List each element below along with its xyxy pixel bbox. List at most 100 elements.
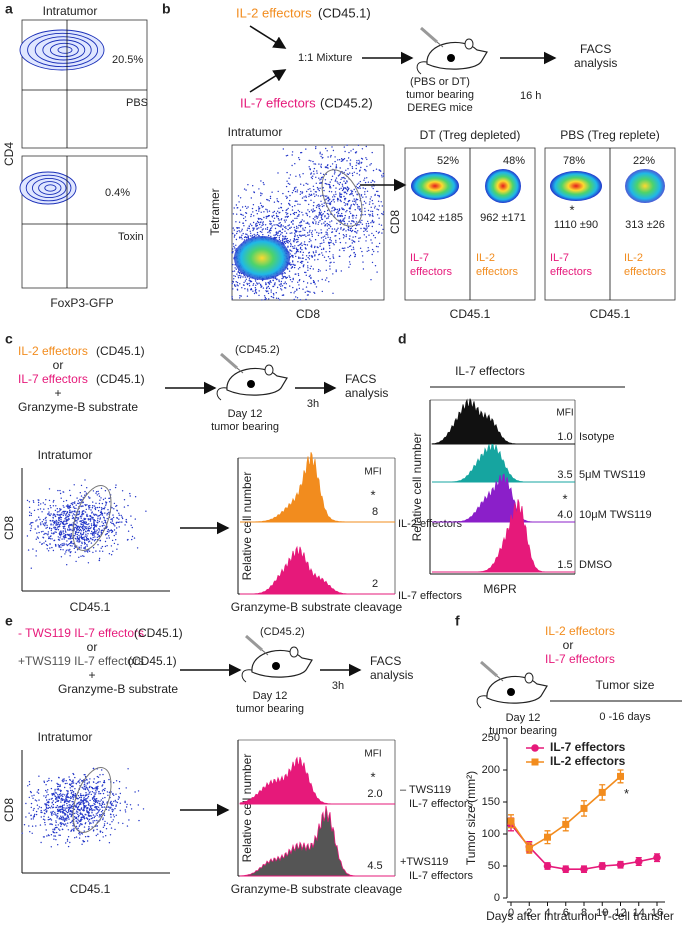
event-dot <box>60 519 62 521</box>
event-dot <box>47 794 49 796</box>
event-dot <box>297 227 299 229</box>
event-dot <box>97 534 99 536</box>
event-dot <box>233 270 236 272</box>
event-dot <box>111 804 113 806</box>
event-dot <box>71 791 73 793</box>
event-dot <box>287 228 289 231</box>
event-dot <box>335 269 337 271</box>
event-dot <box>77 822 79 824</box>
event-dot <box>349 263 351 265</box>
event-dot <box>272 285 275 288</box>
event-dot <box>96 494 99 496</box>
event-dot <box>81 538 84 540</box>
event-dot <box>284 235 286 238</box>
event-dot <box>305 286 308 288</box>
event-dot <box>365 223 368 225</box>
event-dot <box>310 199 312 201</box>
event-dot <box>316 172 318 174</box>
event-dot <box>244 276 247 278</box>
event-dot <box>378 223 380 225</box>
event-dot <box>112 804 114 807</box>
event-dot <box>30 806 32 809</box>
event-dot <box>292 277 294 280</box>
event-dot <box>274 227 277 230</box>
event-dot <box>314 219 316 221</box>
event-dot <box>68 783 71 785</box>
event-dot <box>90 817 93 820</box>
event-dot <box>50 834 53 836</box>
event-dot <box>101 802 103 804</box>
data-point <box>580 865 588 873</box>
event-dot <box>276 224 279 226</box>
event-dot <box>46 780 48 782</box>
event-dot <box>295 231 297 233</box>
event-dot <box>260 286 262 288</box>
event-dot <box>89 791 91 793</box>
event-dot <box>262 234 264 236</box>
event-dot <box>87 814 90 816</box>
event-dot <box>127 530 130 532</box>
event-dot <box>110 816 112 818</box>
tumor <box>447 54 455 62</box>
event-dot <box>312 175 314 177</box>
event-dot <box>33 807 35 810</box>
y-tick-label: 50 <box>488 860 500 872</box>
event-dot <box>87 562 90 564</box>
event-dot <box>136 547 139 549</box>
event-dot <box>94 793 96 795</box>
event-dot <box>53 526 55 528</box>
event-dot <box>88 782 90 784</box>
event-dot <box>66 540 68 542</box>
mouse-tail <box>476 695 488 709</box>
event-dot <box>92 809 94 811</box>
event-dot <box>234 247 236 249</box>
event-dot <box>269 232 271 234</box>
event-dot <box>295 175 297 177</box>
event-dot <box>83 798 85 800</box>
event-dot <box>335 193 337 195</box>
event-dot <box>47 834 50 836</box>
event-dot <box>328 281 330 283</box>
event-dot <box>89 515 92 518</box>
event-dot <box>236 288 239 290</box>
event-dot <box>77 780 80 783</box>
event-dot <box>291 263 293 266</box>
event-dot <box>240 275 242 277</box>
event-dot <box>355 198 358 200</box>
event-dot <box>249 230 251 232</box>
event-dot <box>344 150 346 153</box>
event-dot <box>75 524 78 527</box>
event-dot <box>59 525 61 527</box>
event-dot <box>107 794 109 796</box>
event-dot <box>356 162 358 164</box>
event-dot <box>87 790 90 792</box>
event-dot <box>113 542 116 545</box>
label: IL-2 <box>624 252 643 264</box>
label: IL-7 effectors <box>455 364 525 378</box>
event-dot <box>295 248 298 251</box>
event-dot <box>343 228 345 230</box>
event-dot <box>312 268 314 270</box>
event-dot <box>281 275 284 277</box>
event-dot <box>365 225 368 227</box>
event-dot <box>96 825 98 827</box>
event-dot <box>246 282 248 285</box>
event-dot <box>243 239 246 241</box>
event-dot <box>330 200 333 203</box>
event-dot <box>241 238 243 240</box>
event-dot <box>334 196 336 198</box>
event-dot <box>80 505 82 508</box>
event-dot <box>256 233 259 236</box>
event-dot <box>28 514 31 517</box>
event-dot <box>349 164 351 166</box>
event-dot <box>75 816 78 819</box>
event-dot <box>338 209 341 211</box>
event-dot <box>100 510 102 512</box>
label: effectors <box>410 266 452 278</box>
event-dot <box>54 531 56 533</box>
event-dot <box>56 527 59 529</box>
event-dot <box>281 232 283 234</box>
event-dot <box>319 209 322 211</box>
event-dot <box>102 806 104 808</box>
event-dot <box>102 836 104 838</box>
